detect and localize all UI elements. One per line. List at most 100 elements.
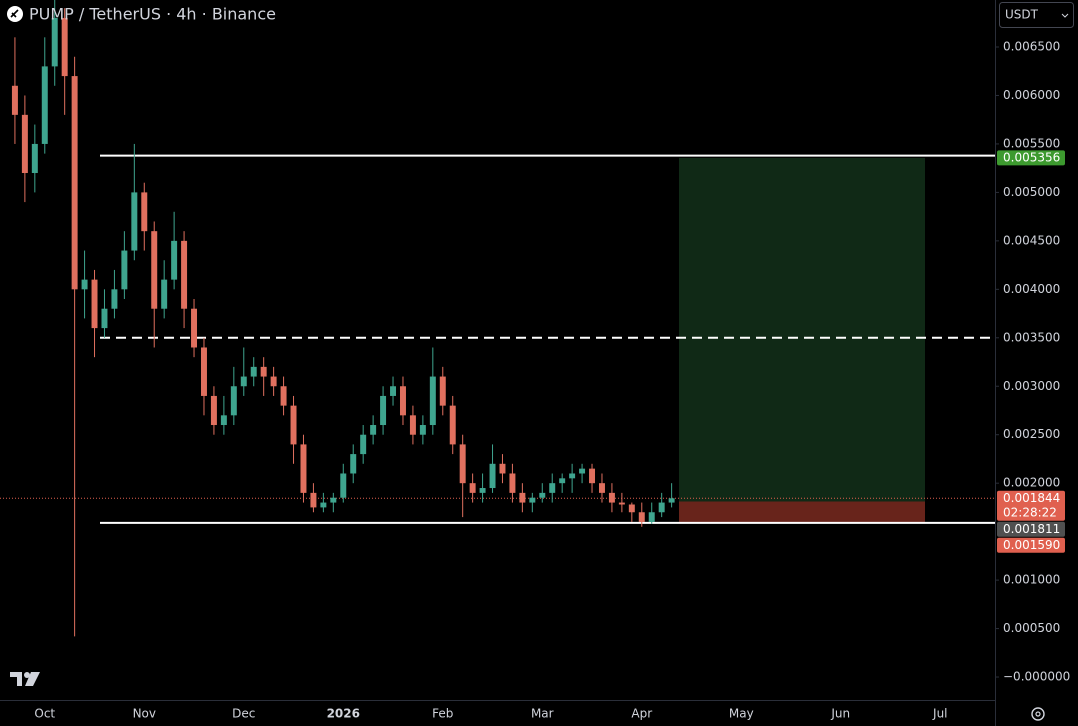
x-tick-label: Oct <box>34 707 55 721</box>
candle-body <box>459 444 466 484</box>
price-badge <box>997 150 1065 166</box>
candle-body <box>499 463 506 474</box>
price-badge <box>997 490 1065 521</box>
candle-body <box>439 376 446 406</box>
candle-body <box>668 498 675 503</box>
candle-body <box>200 347 207 396</box>
candle-body <box>569 473 576 479</box>
x-tick-label: Nov <box>133 707 156 721</box>
axes: 0.006500 0.006000 0.005500 0.005000 0.004500… <box>34 40 1070 721</box>
plot-area <box>0 0 995 637</box>
y-tick-label: 0.005500 <box>1003 136 1060 150</box>
candle-body <box>479 488 486 493</box>
candle-body <box>151 231 158 309</box>
currency-select[interactable]: USDT <box>999 2 1074 28</box>
candle-body <box>529 497 536 503</box>
candle-body <box>91 279 98 329</box>
candle-body <box>638 512 645 522</box>
candle-body <box>121 250 128 290</box>
candle-body <box>399 386 406 416</box>
candle-body <box>41 66 48 144</box>
candle-body <box>51 17 58 67</box>
y-tick-label: −0.000000 <box>1003 670 1070 684</box>
settings-gear[interactable] <box>1031 707 1045 721</box>
candle-body <box>220 415 227 426</box>
x-tick-label: Mar <box>531 707 554 721</box>
x-tick-label: May <box>729 707 754 721</box>
candle-body <box>340 473 347 498</box>
x-tick-label: Feb <box>432 707 453 721</box>
candle-body <box>71 76 78 290</box>
candle-body <box>370 425 377 435</box>
candle-body <box>360 434 367 455</box>
candle-body <box>449 405 456 445</box>
loss-zone <box>679 501 925 523</box>
candle-body <box>240 376 247 387</box>
candle-body <box>409 415 416 435</box>
candle-body <box>230 386 237 416</box>
currency-chevron[interactable] <box>1061 13 1069 18</box>
candle-body <box>489 463 496 489</box>
candle-body <box>181 240 188 309</box>
candle-body <box>131 192 138 251</box>
candle-body <box>380 395 387 426</box>
candle-body <box>141 192 148 232</box>
x-tick-label: Jun <box>830 707 850 721</box>
x-tick-label: Jul <box>932 707 947 721</box>
candle-body <box>608 492 615 503</box>
logo-part <box>10 672 22 686</box>
candle-body <box>161 279 168 309</box>
candle-body <box>210 395 217 426</box>
currency-select-box[interactable] <box>999 2 1074 28</box>
candle-body <box>101 308 108 329</box>
x-tick-label: 2026 <box>327 707 360 721</box>
y-tick-label: 0.003000 <box>1003 379 1060 393</box>
candle-body <box>280 386 287 406</box>
candle-body <box>310 492 317 508</box>
candle-body <box>658 502 665 513</box>
settings-gear-center[interactable] <box>1035 711 1041 717</box>
x-tick-label: Apr <box>631 707 652 721</box>
candle-body <box>628 504 635 513</box>
candle-body <box>31 143 38 174</box>
candle-body <box>171 240 178 280</box>
tv-logo <box>10 672 40 686</box>
y-tick-label: 0.004500 <box>1003 233 1060 247</box>
price-badge-label: 0.001844 <box>1003 491 1060 505</box>
candle-body <box>559 478 566 484</box>
candle-body <box>250 366 257 377</box>
symbol-icon-glyph <box>10 9 19 18</box>
candle-body <box>549 483 556 493</box>
y-tick-label: 0.002500 <box>1003 427 1060 441</box>
candle-body <box>320 502 327 508</box>
candle-body <box>81 279 88 290</box>
y-tick-label: 0.004000 <box>1003 282 1060 296</box>
price-badge <box>997 537 1065 553</box>
y-tick-label: 0.006500 <box>1003 40 1060 54</box>
y-tick-label: 0.002000 <box>1003 476 1060 490</box>
candle-body <box>350 454 357 474</box>
candle-body <box>330 497 337 503</box>
candle-body <box>429 376 436 426</box>
chart-title: PUMP / TetherUS · 4h · Binance <box>29 5 276 24</box>
candle-body <box>648 512 655 522</box>
settings-button[interactable] <box>1031 707 1045 721</box>
candle-body <box>111 289 118 309</box>
candle-body <box>300 444 307 493</box>
candle-body <box>509 473 516 493</box>
logo-part <box>25 672 40 686</box>
y-tick-label: 0.003500 <box>1003 330 1060 344</box>
price-badge <box>997 521 1065 537</box>
candle-body <box>579 468 586 474</box>
currency-label[interactable]: USDT <box>1005 8 1039 22</box>
candle-body <box>390 386 397 396</box>
candle-body <box>598 483 605 493</box>
candle-body <box>21 114 28 174</box>
candle-body <box>618 502 625 505</box>
x-tick-label: Dec <box>232 707 255 721</box>
price-badge-label: 0.001811 <box>1003 522 1060 536</box>
candle-body <box>290 405 297 445</box>
candle-body <box>419 425 426 435</box>
